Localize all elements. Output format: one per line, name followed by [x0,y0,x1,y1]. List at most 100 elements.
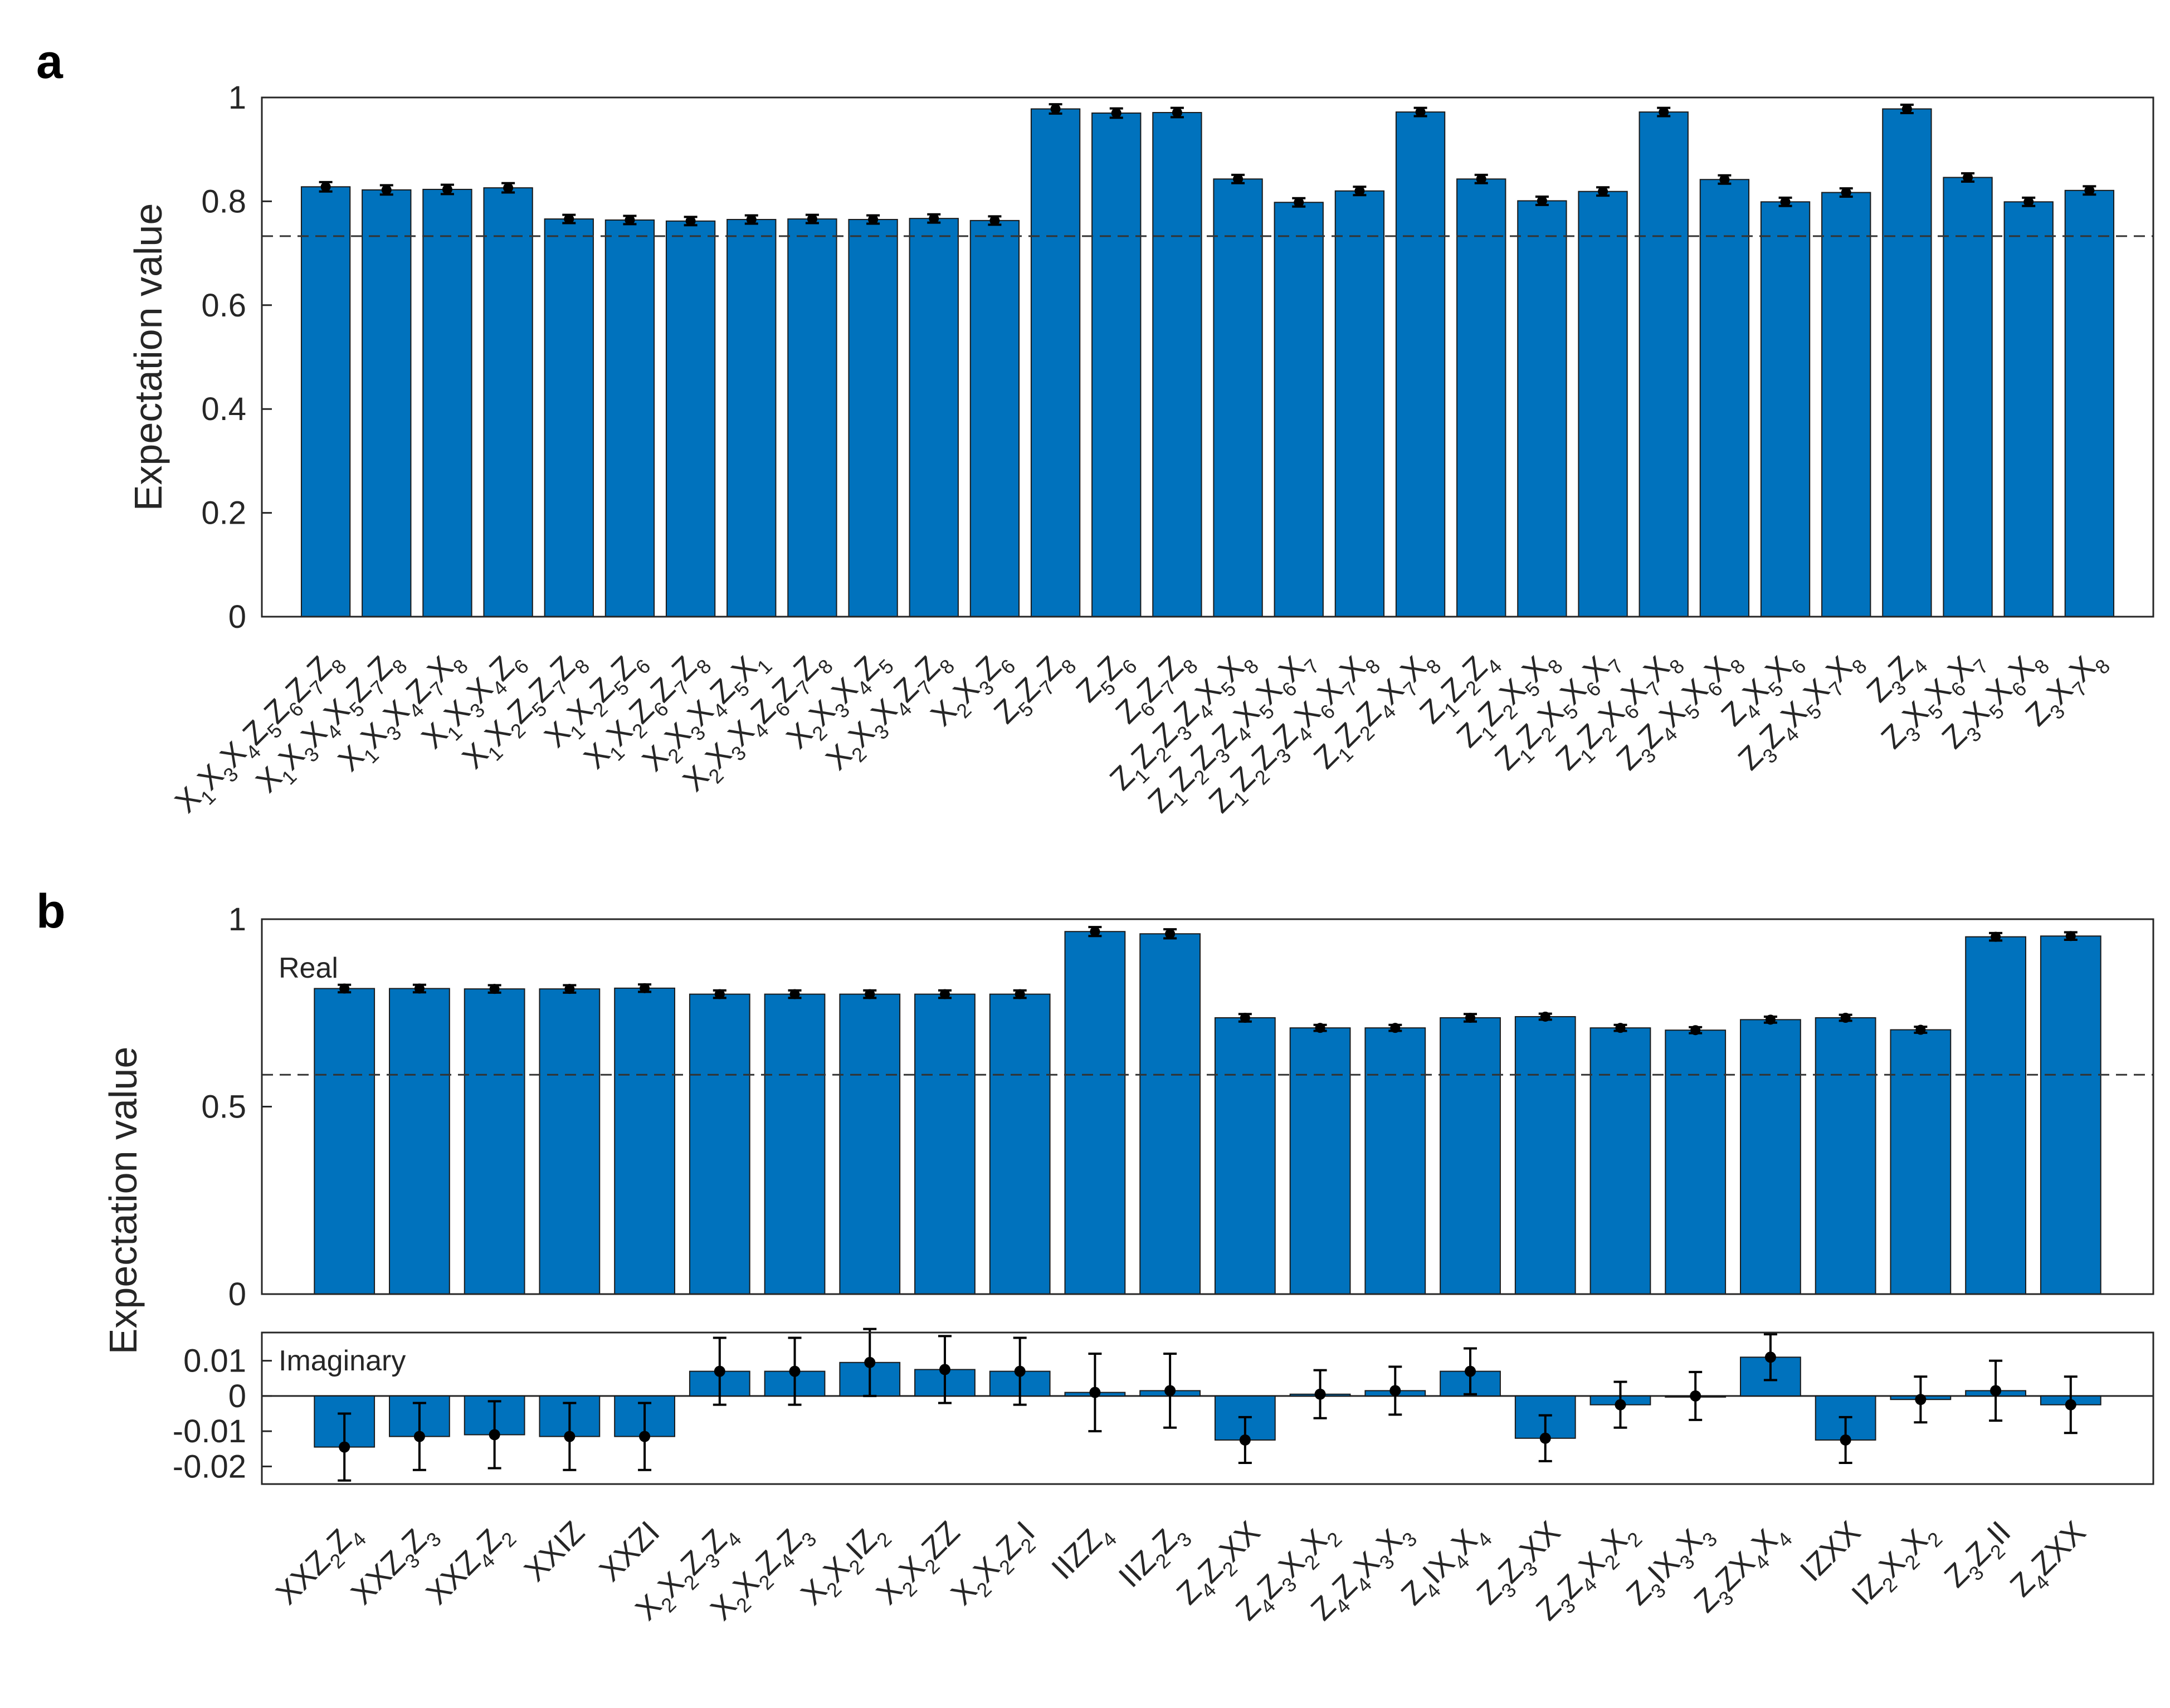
panel-b-real-bar-4 [614,987,675,1295]
panel-a-bar-28 [2003,201,2054,618]
panel-b-imag-point-23 [2065,1399,2076,1411]
panel-a-bar-27 [1943,177,1993,617]
panel-a-xtick-label-20-base-3: X [1515,649,1554,689]
panel-b-xtick-label-8-base-3: ZZ [915,1514,967,1566]
panel-b-real-point-0 [339,983,350,994]
panel-a-xtick-label-2-base-1: X [354,716,393,755]
panel-b-xtick-label-18-base-1: IX [1641,1545,1686,1590]
panel-b-real-bar-0 [314,988,376,1295]
panel-a-xtick-label-27-base-1: X [1895,694,1935,734]
panel-b-real-point-21 [1915,1024,1926,1035]
panel-a-xtick-label-7-base-1: X [658,716,698,755]
panel-b-xtick-label-0: XXZ2​Z4​ [269,1514,371,1616]
panel-b-imag-ytick-label-3: 0.01 [183,1343,246,1379]
panel-a-xtick-label-1-base-1: X [271,737,311,777]
panel-b-xtick-label-19-base-1: ZX [1709,1545,1762,1598]
panel-b-real-bar-11 [1139,933,1201,1295]
panel-b-xtick-label-10: IIZZ4​ [1045,1514,1121,1591]
panel-b-real-point-12 [1240,1012,1250,1023]
panel-b-imag-point-16 [1539,1432,1551,1444]
panel-a-xtick-label-24-base-2: X [1758,649,1798,689]
panel-a-ytick-label-3: 0.6 [201,287,246,324]
panel-b-xtick-label-15: Z4​IX4​X4​ [1394,1514,1496,1617]
panel-b-xtick-label-22-base-2: II [1980,1514,2017,1551]
panel-b-imag-point-0 [339,1441,350,1453]
panel-a-point-26 [1901,104,1912,114]
panel-a-bar-26 [1882,108,1932,617]
panel-b-imag-point-9 [1014,1365,1026,1377]
panel-b-imag-point-2 [489,1429,500,1441]
panel-b-xtick-label-18-base-2: X [1670,1522,1709,1561]
panel-b-imag-point-7 [864,1356,876,1368]
panel-b-imag-point-11 [1164,1385,1176,1397]
panel-a-bar-17 [1334,190,1385,617]
panel-b-real-ytick-label-1: 0.5 [201,1089,246,1125]
panel-a-xtick-label-0-base-1: X [191,757,230,797]
panel-a-point-18 [1415,107,1426,118]
panel-b-imag-point-10 [1089,1387,1101,1398]
panel-a-point-8 [807,214,817,225]
panel-a-point-7 [746,214,757,225]
panel-b-imag-label: Imaginary [279,1345,406,1377]
panel-a-ytick-label-2: 0.4 [201,391,246,427]
panel-a-bar-14 [1152,112,1202,617]
panel-b-xtick-label-22: Z3​Z2​II [1937,1514,2022,1599]
panel-b-xtick-label-9: X2​X2​Z2​I [944,1514,1046,1617]
panel-a-bar-0 [300,186,351,617]
panel-b-imag-point-1 [413,1431,425,1442]
panel-a-xtick-label-25-base-4: X [1819,649,1859,689]
panel-a-xtick-label-9-base-0: X [779,716,819,755]
panel-a-point-15 [1233,174,1244,184]
panel-b-xtick-label-11-base-0: IIZ [1111,1543,1162,1594]
panel-a-xtick-label-18-base-4: X [1393,649,1433,689]
panel-a-point-21 [1598,186,1608,197]
panel-b-imag-point-17 [1615,1399,1626,1411]
panel-a-point-25 [1841,187,1851,198]
panel-b-xtick-label-2: XXZ4​Z2​ [419,1514,521,1616]
panel-b-real-bar-5 [689,993,750,1295]
panel-a-point-24 [1780,197,1791,207]
panel-a-point-1 [381,184,392,195]
panel-a-point-3 [503,183,514,193]
panel-a-ylabel: Expectation value [126,203,170,511]
panel-b-imag-point-8 [939,1364,950,1375]
panel-a-point-5 [625,214,635,225]
panel-b-xtick-label-17-base-3: X [1594,1522,1634,1561]
panel-b-real-bar-17 [1589,1027,1651,1295]
panel-b-real-point-2 [489,984,500,994]
panel-a-bar-16 [1274,202,1324,618]
panel-b-real-point-22 [1991,931,2001,942]
panel-a-xtick-label-7-base-0: X [635,738,675,778]
panel-b-imag-point-12 [1239,1434,1251,1446]
panel-b-imag-point-4 [639,1431,651,1442]
panel-b-imag-point-3 [564,1431,576,1442]
panel-b-real-point-23 [2065,931,2076,941]
panel-b-xtick-label-9-base-2: X [967,1549,1006,1589]
panel-b-xtick-label-17-base-2: X [1572,1545,1611,1584]
panel-a-bar-15 [1213,178,1263,618]
panel-a-bar-25 [1821,192,1871,617]
panel-a-bar-7 [726,219,777,617]
panel-b-imag-point-18 [1690,1390,1701,1402]
panel-a-xtick-label-23-base-4: X [1698,649,1737,689]
panel-b-real-point-7 [865,989,875,999]
panel-a-ytick-label-5: 1 [228,80,246,116]
panel-b-imag-point-21 [1915,1394,1927,1406]
panel-a-point-17 [1354,186,1365,196]
panel-b-xtick-label-8: X2​X2​ZZ [869,1514,971,1616]
panel-a-point-6 [685,216,696,226]
panel-b-real-point-17 [1615,1023,1626,1033]
panel-a-xtick-label-22-base-4: X [1637,649,1676,689]
panel-b-real-point-20 [1840,1012,1851,1023]
panel-b-xtick-label-6: X2​X2​Z4​Z3​ [704,1514,821,1632]
panel-b-real-point-14 [1390,1023,1401,1033]
panel-b-xtick-label-10-base-0: IIZZ [1045,1522,1109,1586]
panel-a-bar-1 [362,189,412,617]
panel-b-real-point-15 [1465,1012,1476,1023]
panel-b-real-point-8 [939,989,950,999]
panel-a-xtick-label-17-base-6: X [1333,649,1372,689]
panel-b-xtick-label-14: Z4​Z4​X3​X3​ [1304,1514,1421,1632]
panel-a-bar-29 [2064,189,2115,617]
panel-b-real-bar-19 [1740,1019,1801,1295]
